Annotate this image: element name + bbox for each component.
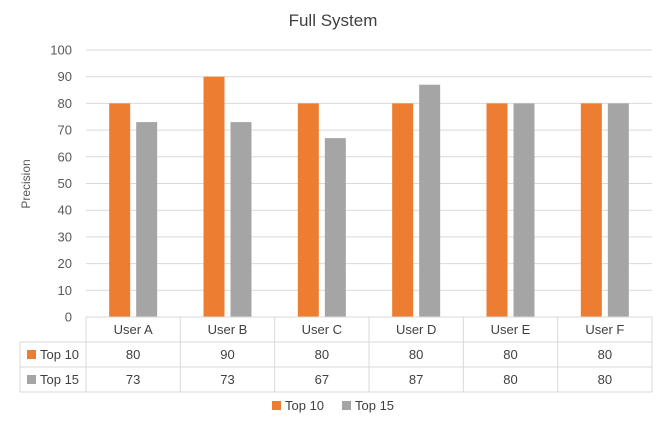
chart-title: Full System: [289, 11, 378, 30]
data-table-value: 80: [598, 372, 612, 387]
legend: Top 10 Top 15: [272, 398, 394, 413]
y-tick-label: 70: [58, 123, 72, 138]
y-tick-label: 60: [58, 149, 72, 164]
category-label: User B: [208, 322, 248, 337]
bar: [136, 122, 158, 317]
y-tick-label: 90: [58, 69, 72, 84]
bar: [324, 138, 346, 317]
legend-key: [342, 401, 351, 410]
data-table: User A User B User C User D User E User F Top …: [19, 316, 653, 393]
data-table-value: 80: [315, 347, 329, 362]
data-table-value: 73: [220, 372, 234, 387]
gridlines: [86, 49, 652, 318]
bar: [109, 103, 131, 318]
data-table-value: 80: [598, 347, 612, 362]
y-tick-label: 30: [58, 229, 72, 244]
data-table-value: 80: [126, 347, 140, 362]
y-tick-label: 0: [65, 310, 72, 325]
category-label: User D: [396, 322, 436, 337]
bar: [203, 76, 225, 317]
y-tick-labels: 0 10 20 30 40 50 60 70 80 90 100: [50, 43, 72, 325]
series-row-label: Top 15: [40, 372, 79, 387]
data-table-value: 67: [315, 372, 329, 387]
data-table-value: 80: [409, 347, 423, 362]
y-tick-label: 100: [50, 43, 72, 58]
legend-entry: Top 15: [355, 398, 394, 413]
category-label: User C: [302, 322, 342, 337]
table-legend-key: [27, 350, 36, 359]
category-label: User A: [114, 322, 153, 337]
bar: [580, 103, 602, 318]
data-table-value: 73: [126, 372, 140, 387]
bar: [607, 103, 629, 318]
y-tick-label: 20: [58, 256, 72, 271]
legend-entry: Top 10: [285, 398, 324, 413]
y-axis-label: Precision: [19, 159, 33, 208]
bar: [513, 103, 535, 318]
category-label: User F: [585, 322, 624, 337]
legend-key: [272, 401, 281, 410]
y-tick-label: 40: [58, 203, 72, 218]
bar: [230, 122, 252, 317]
data-table-value: 80: [503, 372, 517, 387]
data-table-value: 80: [503, 347, 517, 362]
series-row-label: Top 10: [40, 347, 79, 362]
bars: [109, 76, 629, 318]
table-legend-key: [27, 375, 36, 384]
y-tick-label: 80: [58, 96, 72, 111]
bar: [392, 103, 414, 318]
data-table-value: 87: [409, 372, 423, 387]
data-table-value: 90: [220, 347, 234, 362]
bar: [486, 103, 508, 318]
y-tick-label: 50: [58, 176, 72, 191]
bar: [419, 84, 441, 318]
y-tick-label: 10: [58, 283, 72, 298]
category-label: User E: [491, 322, 531, 337]
bar: [297, 103, 319, 318]
